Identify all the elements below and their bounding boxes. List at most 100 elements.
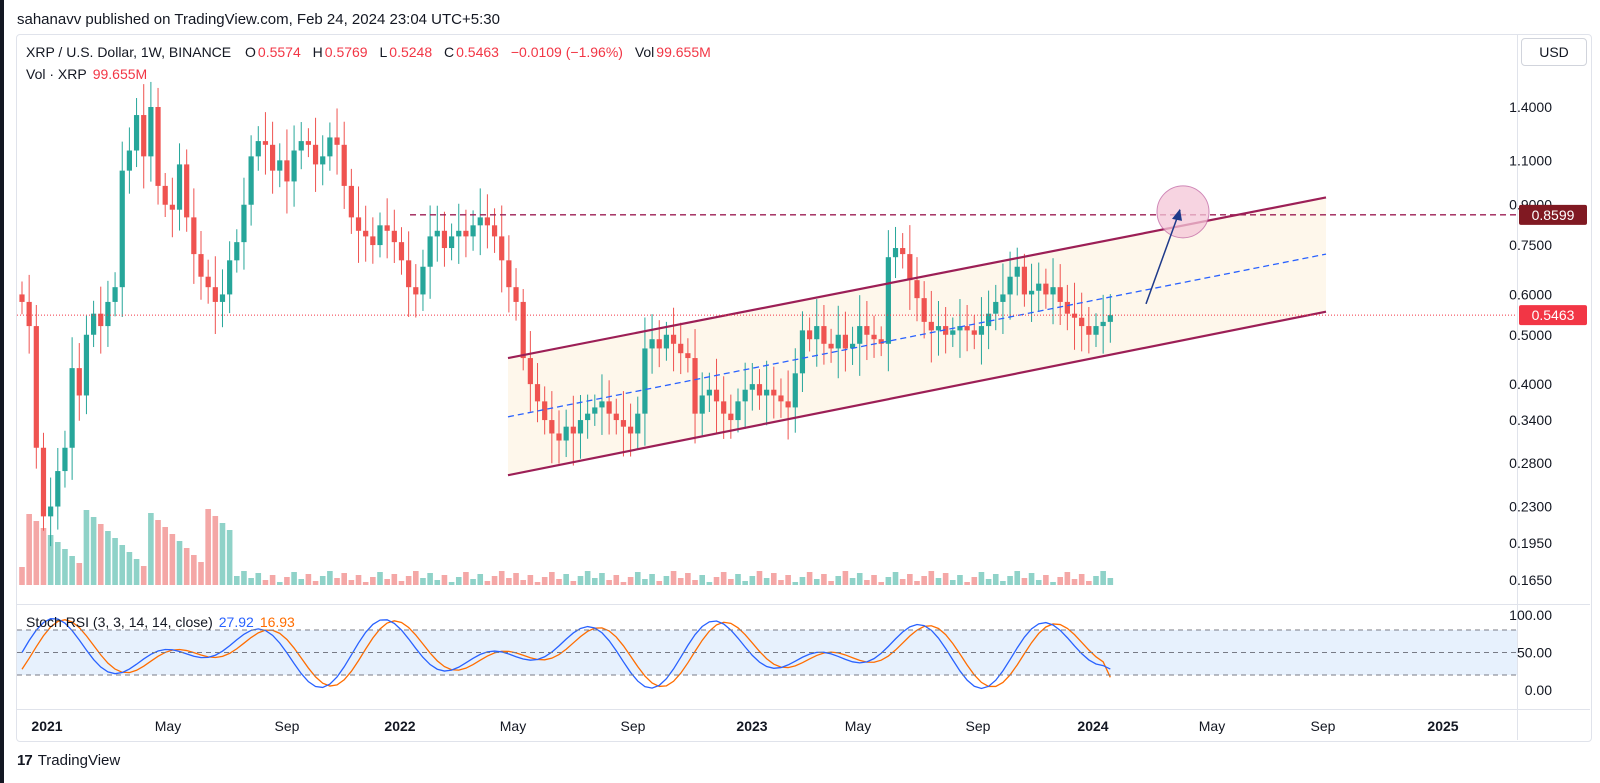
volume-bar: [606, 580, 612, 585]
channel-mid-line: [507, 253, 1327, 418]
candle-body: [191, 217, 197, 255]
volume-bar: [592, 578, 598, 585]
candle-body: [413, 287, 419, 295]
candle-body: [907, 254, 913, 281]
volume-bar: [477, 574, 484, 585]
close-label: C: [444, 44, 455, 60]
volume-bar: [620, 582, 627, 585]
candle-body: [764, 389, 770, 396]
volume-bar: [763, 578, 770, 585]
volume-bar: [570, 581, 577, 585]
candle-body: [1028, 290, 1035, 295]
volume-bar: [756, 571, 763, 585]
candle-body: [563, 426, 569, 441]
volume-bar: [1050, 582, 1056, 585]
candle-body: [427, 236, 433, 267]
candle-body: [76, 368, 82, 396]
candle-body: [212, 287, 218, 302]
volume-bar: [735, 574, 741, 585]
candle-body: [613, 413, 619, 421]
candle-body: [327, 137, 333, 157]
volume-bar: [69, 556, 75, 585]
price-axis[interactable]: 1.40001.10000.90000.75000.60000.50000.40…: [1509, 99, 1587, 588]
volume-bar: [155, 520, 161, 585]
candle-body: [48, 506, 54, 517]
candle-body: [849, 343, 856, 349]
volume-bar: [191, 555, 197, 585]
volume-bar: [348, 580, 355, 585]
candle-body: [871, 334, 877, 340]
candle-body: [477, 217, 483, 226]
price-tick-label: 0.6000: [1509, 286, 1552, 302]
time-tick-label: Sep: [275, 718, 300, 734]
volume-bar: [971, 577, 978, 585]
price-tick-label: 0.5000: [1509, 327, 1552, 343]
candle-body: [384, 225, 390, 231]
currency-button[interactable]: USD: [1521, 38, 1587, 66]
candle-body: [219, 294, 226, 302]
volume-bar: [269, 575, 276, 585]
time-tick-label: May: [155, 718, 181, 734]
candle-body: [986, 313, 992, 327]
volume-bar: [506, 578, 512, 585]
volume-bar: [384, 579, 390, 585]
candle-body: [162, 185, 168, 205]
volume-bar: [198, 562, 204, 585]
pane-separator[interactable]: [17, 604, 1590, 605]
candle-body: [513, 287, 519, 302]
vol-label: Vol: [634, 44, 655, 60]
candle-body: [19, 294, 25, 302]
volume-bar: [928, 571, 935, 585]
overlays: [17, 185, 1517, 477]
volume-bar: [298, 579, 305, 585]
time-tick-label: Sep: [621, 718, 646, 734]
candle-body: [656, 339, 662, 349]
price-tick-label: 0.1950: [1509, 535, 1552, 551]
volume-bar: [978, 572, 985, 585]
candle-body: [234, 242, 240, 261]
volume-bar: [391, 574, 398, 585]
volume-bar: [663, 576, 670, 585]
candle-body: [735, 401, 741, 421]
candle-body: [499, 236, 505, 261]
volume-bar: [455, 577, 462, 585]
candle-body: [491, 225, 498, 237]
time-tick-label: Sep: [966, 718, 991, 734]
tradingview-logo-icon[interactable]: 17: [17, 751, 33, 769]
candle-body: [921, 298, 927, 322]
candle-body: [1043, 283, 1049, 295]
candle-body: [241, 204, 247, 243]
last-price-tag: [1519, 305, 1587, 326]
volume-bar: [706, 582, 713, 585]
volume-bar: [90, 517, 97, 585]
candle-body: [807, 330, 813, 340]
volume-bar: [549, 572, 555, 585]
volume-bar: [47, 535, 54, 585]
candle-body: [857, 326, 863, 344]
candle-body: [978, 326, 985, 335]
volume-bar: [742, 581, 748, 585]
rsi-axis[interactable]: 100.00 50.00 0.00: [1509, 607, 1552, 698]
high-value: 0.5769: [324, 44, 368, 60]
candle-body: [255, 141, 261, 157]
volume-bar: [892, 572, 899, 585]
candle-body: [33, 326, 39, 448]
volume-bar: [1043, 575, 1049, 585]
time-axis[interactable]: 2021 May Sep 2022 May Sep 2023 May Sep 2024 May Sep…: [31, 718, 1458, 734]
volume-bar: [957, 575, 963, 585]
price-tick-label: 1.4000: [1509, 99, 1552, 115]
volume-bar: [856, 573, 863, 585]
volume-bar: [355, 575, 362, 585]
volume-bar: [821, 574, 827, 585]
volume-bar: [914, 581, 920, 585]
volume-bar: [140, 566, 147, 585]
symbol-title: XRP / U.S. Dollar, 1W, BINANCE: [26, 44, 232, 60]
tradingview-brand[interactable]: TradingView: [37, 751, 121, 769]
volume-bar: [276, 582, 283, 585]
candle-body: [470, 225, 476, 237]
volume-bar: [1100, 571, 1106, 585]
candle-body: [620, 420, 627, 427]
candle-body: [484, 217, 490, 226]
candle-body: [1079, 317, 1085, 327]
